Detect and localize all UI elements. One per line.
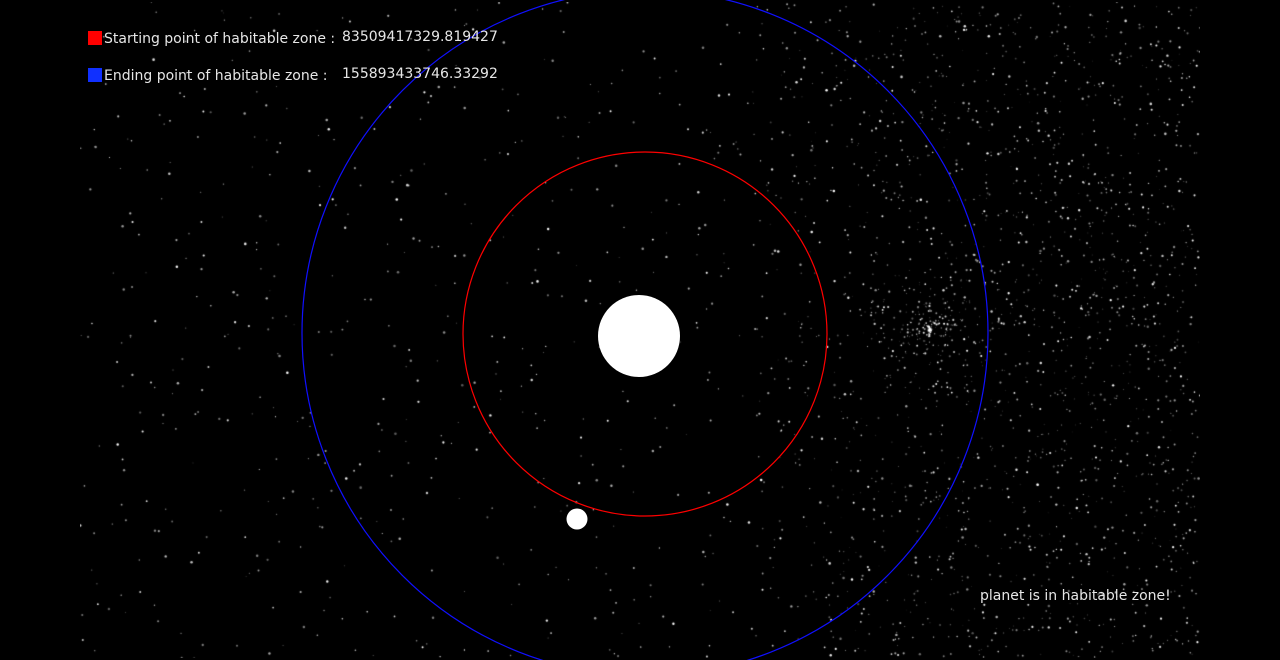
legend-end-label: Ending point of habitable zone : xyxy=(104,68,328,84)
legend-start-label: Starting point of habitable zone : xyxy=(104,31,336,47)
legend-start-swatch xyxy=(88,31,102,45)
legend-start-value: 83509417329.819427 xyxy=(342,29,498,45)
legend-end-swatch xyxy=(88,68,102,82)
orbiting-planet xyxy=(566,508,588,530)
habitable-zone-start-orbit xyxy=(462,151,828,517)
central-star xyxy=(598,295,680,377)
habitable-zone-end-orbit xyxy=(301,0,989,660)
legend-end-value: 155893433746.33292 xyxy=(342,66,498,82)
habitable-status-message: planet is in habitable zone! xyxy=(980,588,1171,604)
